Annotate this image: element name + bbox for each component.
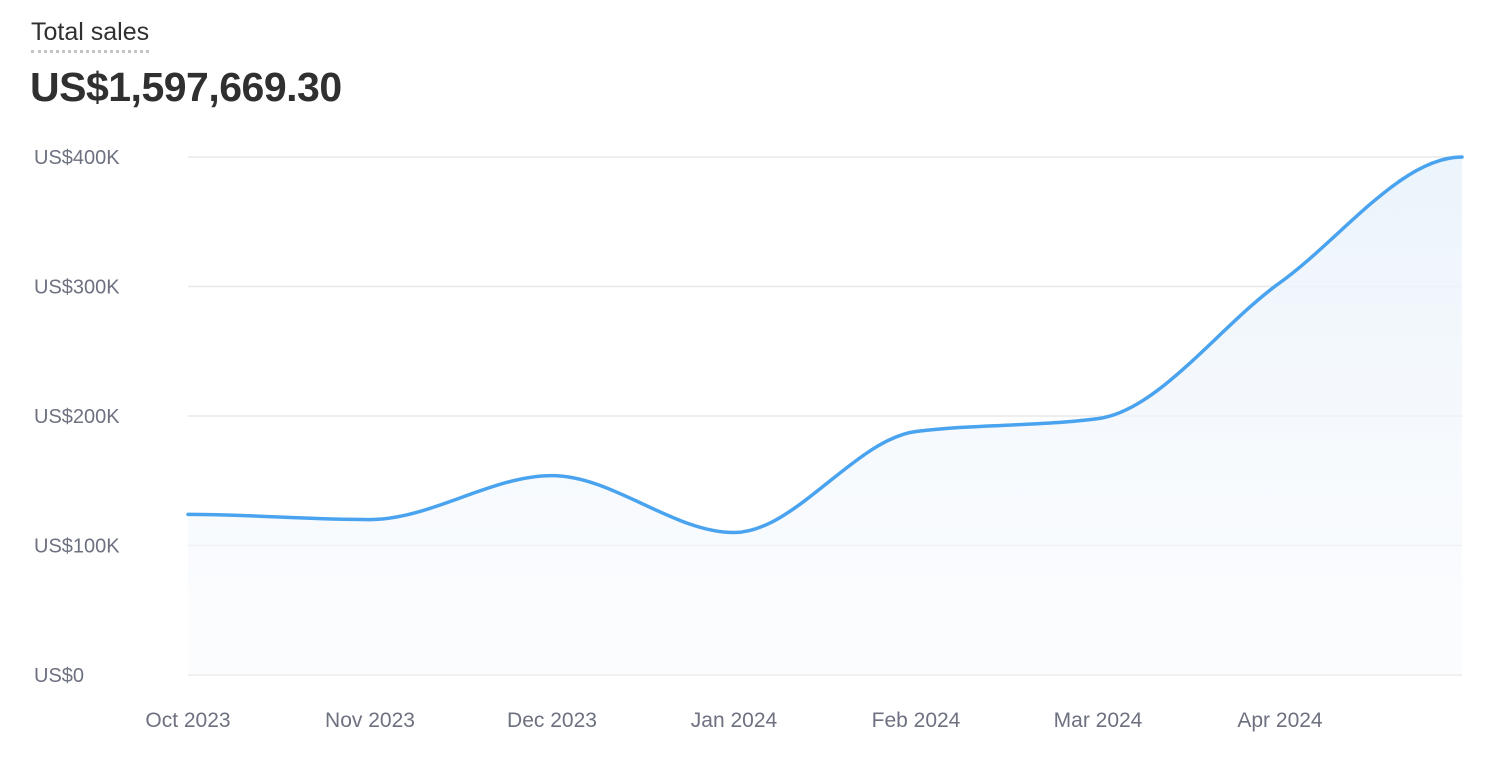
data-point[interactable] (362, 512, 378, 528)
y-tick-label: US$200K (34, 406, 120, 428)
y-tick-label: US$100K (34, 536, 120, 558)
x-tick-label: Mar 2024 (1054, 709, 1143, 732)
x-tick-label: Feb 2024 (872, 709, 961, 732)
data-point[interactable] (544, 468, 560, 484)
y-tick-label: US$0 (34, 665, 84, 687)
data-point[interactable] (180, 506, 196, 522)
y-tick-label: US$400K (34, 147, 120, 169)
data-point[interactable] (1454, 149, 1470, 165)
sales-line (186, 155, 1464, 535)
x-tick-label: Jan 2024 (691, 709, 778, 732)
chart-title[interactable]: Total sales (31, 18, 150, 53)
data-point[interactable] (726, 525, 742, 541)
data-point[interactable] (908, 424, 924, 440)
data-point[interactable] (1272, 275, 1288, 291)
area-fill (188, 157, 1462, 675)
y-tick-label: US$300K (34, 277, 120, 299)
x-tick-label: Oct 2023 (145, 709, 230, 732)
x-tick-label: Apr 2024 (1237, 709, 1323, 732)
total-sales-value: US$1,597,669.30 (30, 64, 342, 110)
x-tick-label: Nov 2023 (325, 709, 415, 732)
data-point[interactable] (1090, 411, 1106, 427)
x-tick-label: Dec 2023 (507, 709, 597, 732)
